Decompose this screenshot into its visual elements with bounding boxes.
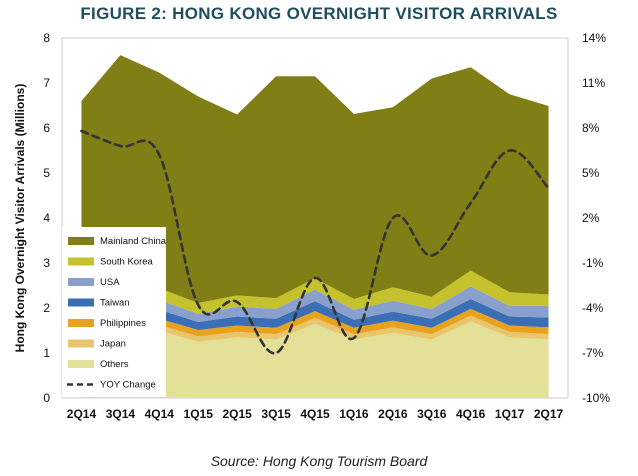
- x-tick-label: 2Q17: [534, 407, 564, 421]
- x-tick-label: 4Q14: [145, 407, 175, 421]
- legend-label-yoy-change: YOY Change: [100, 380, 156, 391]
- x-tick-label: 4Q16: [456, 407, 486, 421]
- yoy-line-layer: [80, 129, 550, 355]
- y-tick-label: 4: [43, 211, 50, 225]
- y-axis-label: Hong Kong Overnight Visitor Arrivals (Mi…: [13, 84, 27, 353]
- y2-tick-label: 11%: [582, 76, 605, 90]
- legend-box: [62, 227, 166, 397]
- x-tick-label: 1Q16: [339, 407, 369, 421]
- legend-swatch-taiwan: [68, 298, 94, 307]
- legend-swatch-usa: [68, 278, 94, 286]
- y-tick-label: 0: [43, 391, 50, 405]
- legend-swatch-south-korea: [68, 257, 94, 266]
- legend-swatch-mainland-china: [68, 237, 94, 245]
- axes: 0 1 2 3 4 5 6 7 8 -10% -7% -4% -1% 2% 5% 8% 11% 14% 2Q14 3Q…: [13, 31, 610, 421]
- y-tick-label: 2: [43, 301, 50, 315]
- y2-tick-label: -4%: [582, 301, 604, 315]
- y-tick-label: 7: [43, 76, 50, 90]
- area-series-japan: [81, 315, 549, 342]
- legend-label-japan: Japan: [100, 339, 126, 350]
- y2-tick-label: -1%: [582, 256, 604, 270]
- legend-swatch-others: [68, 360, 94, 368]
- y2-tick-label: 14%: [582, 31, 606, 45]
- y2-tick-label: 8%: [582, 121, 600, 135]
- x-tick-label: 4Q15: [300, 407, 330, 421]
- x-tick-label: 3Q16: [417, 407, 447, 421]
- area-series-mainland-china: [81, 55, 549, 304]
- area-series-others: [81, 321, 549, 398]
- legend-label-mainland-china: Mainland China: [100, 236, 167, 247]
- y-tick-label: 3: [43, 256, 50, 270]
- legend-swatch-japan: [68, 339, 94, 348]
- legend: Mainland China South Korea USA Taiwan Philip…: [62, 227, 167, 397]
- y2-tick-label: 2%: [582, 211, 600, 225]
- x-tick-label: 2Q16: [378, 407, 408, 421]
- area-series-usa: [81, 286, 549, 322]
- y2-tick-label: -7%: [582, 346, 604, 360]
- legend-label-south-korea: South Korea: [100, 257, 154, 268]
- y2-tick-label: 5%: [582, 166, 600, 180]
- y-tick-label: 6: [43, 121, 50, 135]
- legend-swatch-philippines: [68, 319, 94, 327]
- area-series-philippines: [81, 308, 549, 337]
- y-tick-label: 5: [43, 166, 50, 180]
- y-tick-label: 1: [43, 346, 50, 360]
- x-tick-label: 3Q14: [106, 407, 136, 421]
- area-series-taiwan: [81, 299, 549, 331]
- legend-label-philippines: Philippines: [100, 318, 146, 329]
- x-tick-label: 2Q14: [67, 407, 97, 421]
- y2-tick-label: -10%: [582, 391, 610, 405]
- x-tick-label: 1Q17: [495, 407, 525, 421]
- x-tick-label: 1Q15: [184, 407, 214, 421]
- y-tick-label: 8: [43, 31, 50, 45]
- line-series-yoy-change: [80, 129, 550, 355]
- x-tick-label: 3Q15: [261, 407, 291, 421]
- x-tick-label: 2Q15: [222, 407, 252, 421]
- chart-title: FIGURE 2: HONG KONG OVERNIGHT VISITOR AR…: [80, 4, 558, 23]
- legend-label-others: Others: [100, 359, 129, 370]
- legend-label-usa: USA: [100, 277, 120, 288]
- source-note: Source: Hong Kong Tourism Board: [210, 453, 428, 469]
- legend-label-taiwan: Taiwan: [100, 298, 130, 309]
